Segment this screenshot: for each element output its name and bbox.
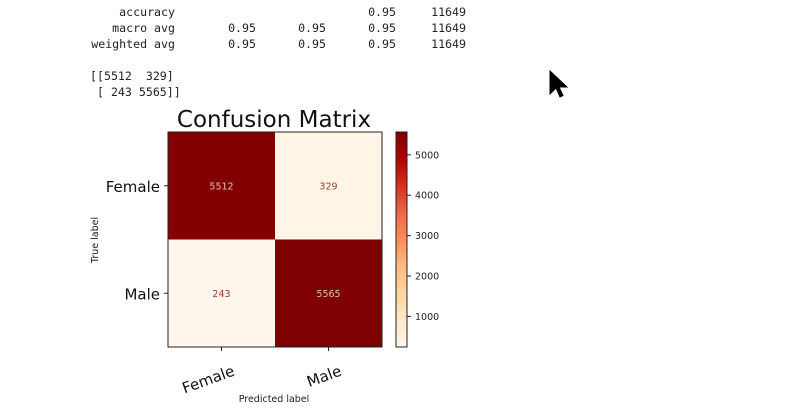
report-precision: 0.95 <box>228 37 256 51</box>
colorbar-tick-label: 2000 <box>415 272 439 283</box>
report-support: 11649 <box>431 37 466 51</box>
heatmap-cell <box>275 132 382 240</box>
x-tick-label: Female <box>180 362 237 397</box>
report-precision: 0.95 <box>228 21 256 35</box>
heatmap-cell <box>168 239 275 347</box>
matrix-print-line: [[5512 329] <box>90 69 174 83</box>
cursor-arrow-icon <box>549 70 568 98</box>
heatmap-cell-label: 5565 <box>316 289 340 300</box>
colorbar-tick-label: 1000 <box>415 312 439 323</box>
plot-frame <box>167 131 383 348</box>
heatmap-cell-labels: 5512 329 243 5565 <box>209 181 340 300</box>
colorbar-ticks: 1000 2000 3000 4000 5000 <box>407 150 439 323</box>
report-support: 11649 <box>431 5 466 19</box>
report-f1-score: 0.95 <box>368 5 396 19</box>
matrix-print-line: [ 243 5565]] <box>90 85 181 99</box>
y-tick-label: Male <box>124 285 160 303</box>
chart-title: Confusion Matrix <box>177 107 371 133</box>
colorbar-tick-label: 5000 <box>415 150 439 161</box>
colorbar <box>395 131 408 348</box>
y-axis-ticks: Female Male <box>106 178 168 303</box>
report-row-label: accuracy <box>119 5 175 19</box>
report-row-label: macro avg <box>112 21 175 35</box>
report-support: 11649 <box>431 21 466 35</box>
colorbar-tick-label: 4000 <box>415 191 439 202</box>
heatmap-cell-label: 5512 <box>209 181 233 192</box>
report-row-label: weighted avg <box>91 37 175 51</box>
report-f1-score: 0.95 <box>368 21 396 35</box>
report-recall: 0.95 <box>298 37 326 51</box>
x-tick-label: Male <box>304 362 344 391</box>
y-axis-label: True label <box>90 217 101 264</box>
report-f1-score: 0.95 <box>368 37 396 51</box>
heatmap-cell <box>168 132 275 240</box>
colorbar-tick-label: 3000 <box>415 231 439 242</box>
y-tick-label: Female <box>106 178 160 196</box>
confusion-matrix-printout: [[5512 329] [ 243 5565]] <box>90 68 181 100</box>
report-recall: 0.95 <box>298 21 326 35</box>
heatmap-cell-label: 243 <box>212 289 230 300</box>
heatmap-cell-label: 329 <box>319 181 337 192</box>
x-axis-label: Predicted label <box>239 394 310 405</box>
report-row-weighted-avg: weighted avg 0.95 0.95 0.95 11649 <box>0 37 520 53</box>
classification-report: accuracy 0.95 11649 macro avg 0.95 0.95 … <box>0 0 520 60</box>
report-row-accuracy: accuracy 0.95 11649 <box>0 5 520 21</box>
report-row-macro-avg: macro avg 0.95 0.95 0.95 11649 <box>0 21 520 37</box>
x-axis-ticks: Female Male <box>180 347 344 397</box>
heatmap-cells <box>168 132 382 347</box>
heatmap-cell <box>275 239 382 347</box>
